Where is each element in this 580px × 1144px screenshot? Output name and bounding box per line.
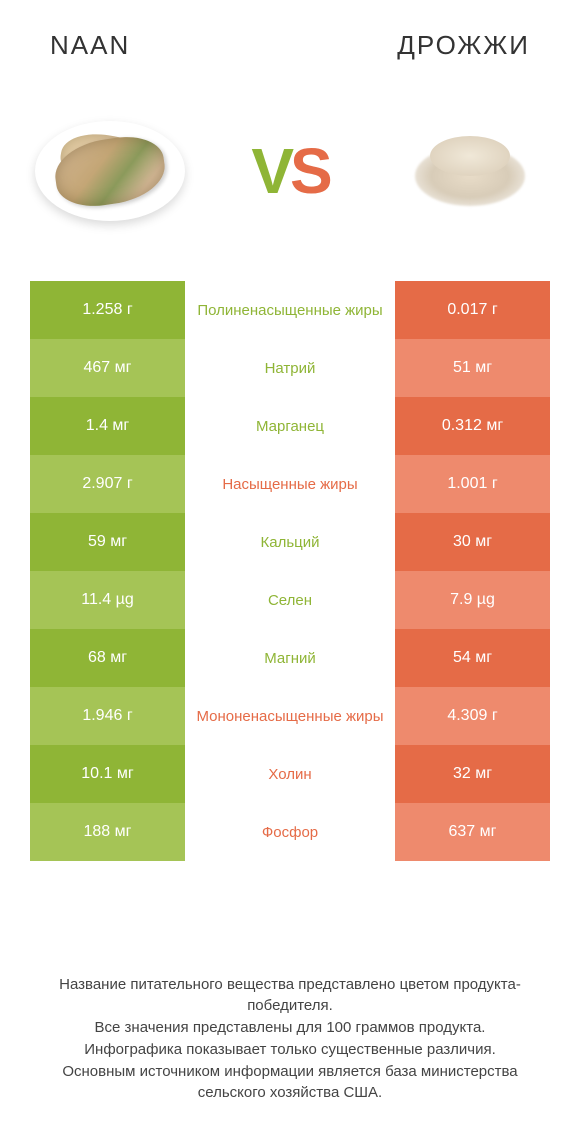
header: NAAN ДРОЖЖИ [0,0,580,71]
nutrient-name: Полиненасыщенные жиры [185,281,395,339]
naan-image [30,91,190,251]
vs-label: VS [251,134,328,208]
table-row: 10.1 мгХолин32 мг [30,745,550,803]
right-value: 30 мг [395,513,550,571]
nutrient-name: Марганец [185,397,395,455]
table-row: 1.4 мгМарганец0.312 мг [30,397,550,455]
naan-plate-icon [35,121,185,221]
left-value: 11.4 µg [30,571,185,629]
nutrient-name: Насыщенные жиры [185,455,395,513]
left-value: 68 мг [30,629,185,687]
right-value: 0.017 г [395,281,550,339]
nutrient-name: Фосфор [185,803,395,861]
table-row: 1.946 гМононенасыщенные жиры4.309 г [30,687,550,745]
comparison-table: 1.258 гПолиненасыщенные жиры0.017 г467 м… [30,281,550,861]
right-value: 32 мг [395,745,550,803]
vs-v: V [251,135,290,207]
right-product-title: ДРОЖЖИ [397,30,530,61]
right-value: 0.312 мг [395,397,550,455]
right-value: 4.309 г [395,687,550,745]
footer-note: Название питательного вещества представл… [30,974,550,1105]
left-value: 188 мг [30,803,185,861]
footer-line: Название питательного вещества представл… [30,974,550,1018]
nutrient-name: Натрий [185,339,395,397]
left-value: 10.1 мг [30,745,185,803]
right-value: 1.001 г [395,455,550,513]
left-value: 59 мг [30,513,185,571]
table-row: 188 мгФосфор637 мг [30,803,550,861]
left-value: 1.258 г [30,281,185,339]
left-value: 1.946 г [30,687,185,745]
nutrient-name: Селен [185,571,395,629]
yeast-pile-icon [395,96,545,246]
left-value: 1.4 мг [30,397,185,455]
yeast-image [390,91,550,251]
left-product-title: NAAN [50,30,130,61]
right-value: 637 мг [395,803,550,861]
nutrient-name: Мононенасыщенные жиры [185,687,395,745]
nutrient-name: Магний [185,629,395,687]
table-row: 68 мгМагний54 мг [30,629,550,687]
footer-line: Все значения представлены для 100 граммо… [30,1017,550,1039]
table-row: 2.907 гНасыщенные жиры1.001 г [30,455,550,513]
images-row: VS [0,71,580,281]
table-row: 1.258 гПолиненасыщенные жиры0.017 г [30,281,550,339]
right-value: 54 мг [395,629,550,687]
nutrient-name: Кальций [185,513,395,571]
right-value: 7.9 µg [395,571,550,629]
nutrient-name: Холин [185,745,395,803]
left-value: 467 мг [30,339,185,397]
table-row: 11.4 µgСелен7.9 µg [30,571,550,629]
vs-s: S [290,135,329,207]
right-value: 51 мг [395,339,550,397]
left-value: 2.907 г [30,455,185,513]
footer-line: Основным источником информации является … [30,1061,550,1105]
footer-line: Инфографика показывает только существенн… [30,1039,550,1061]
table-row: 467 мгНатрий51 мг [30,339,550,397]
table-row: 59 мгКальций30 мг [30,513,550,571]
